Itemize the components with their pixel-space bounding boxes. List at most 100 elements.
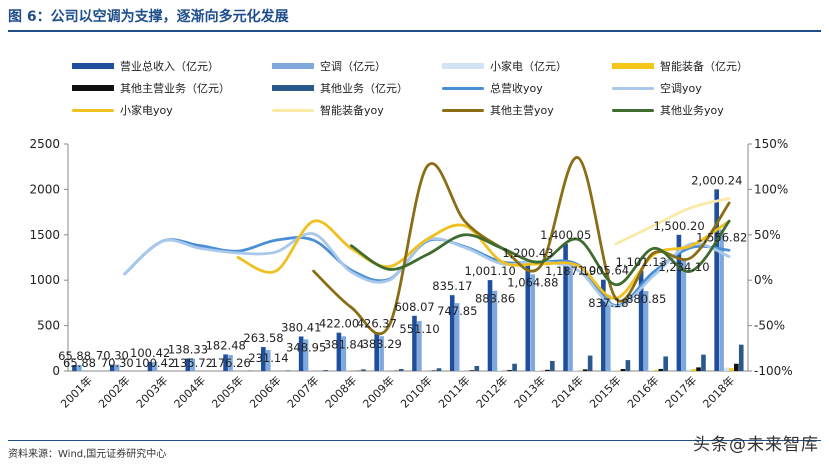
data-label-s0-1: 70.30 [96, 349, 129, 363]
legend-swatch-2 [442, 63, 484, 69]
bar-s2-13 [573, 370, 578, 371]
data-label-s1-5: 231.14 [248, 351, 288, 365]
x-tick-label-11: 2012年 [473, 373, 510, 410]
line-series-4 [312, 156, 731, 336]
bar-s4-13 [582, 369, 588, 371]
x-tick-label-17: 2018年 [700, 373, 737, 410]
x-tick-label-14: 2015年 [586, 373, 623, 410]
x-tick-label-15: 2016年 [624, 373, 661, 410]
data-label-s0-8: 426.37 [357, 316, 397, 330]
bar-s5-5 [285, 370, 291, 371]
bar-s0-9 [412, 315, 417, 371]
legend-swatch-6 [442, 86, 484, 90]
bar-s2-12 [535, 370, 540, 371]
data-label-s0-10: 835.17 [432, 279, 472, 293]
legend-item-4: 其他主营业务（亿元） [72, 80, 230, 96]
bar-s1-14 [605, 294, 611, 371]
data-label-s0-2: 100.42 [130, 346, 170, 360]
legend-label-0: 营业总收入（亿元） [120, 60, 219, 73]
bar-s0-11 [487, 280, 493, 371]
y-tick-label-right-3: 50% [754, 228, 781, 242]
bar-s1-3 [190, 358, 196, 371]
x-tick-label-5: 2006年 [246, 373, 283, 410]
y-tick-label-left-4: 2000 [29, 182, 60, 196]
bar-s5-10 [474, 366, 480, 371]
legend-item-11: 其他业务yoy [612, 102, 724, 118]
bar-s0-16 [676, 234, 682, 371]
data-label-s1-17: 1,556.82 [696, 231, 747, 245]
legend-swatch-0 [72, 63, 114, 69]
bar-s1-8 [379, 336, 384, 371]
bar-s1-0 [77, 365, 82, 371]
legend-label-4: 其他主营业务（亿元） [120, 82, 230, 95]
y-tick-label-right-4: 100% [754, 182, 788, 196]
bar-s1-1 [114, 364, 120, 371]
data-label-s1-2: 100.42 [135, 356, 175, 370]
bar-s4-9 [431, 370, 437, 371]
legend-label-11: 其他业务yoy [660, 104, 724, 117]
x-tick-label-13: 2014年 [549, 373, 586, 410]
bar-s2-15 [648, 370, 654, 371]
x-tick-label-0: 2001年 [58, 373, 95, 410]
title-rule [8, 30, 821, 32]
data-label-s0-7: 422.00 [319, 317, 359, 331]
data-label-s1-9: 551.10 [399, 322, 439, 336]
x-tick-label-7: 2008年 [322, 373, 359, 410]
legend-item-10: 其他主营yoy [442, 102, 554, 118]
bar-s3-15 [653, 370, 659, 371]
data-label-s1-11: 883.86 [475, 292, 515, 306]
bar-s4-16 [696, 367, 701, 371]
bar-s5-17 [738, 344, 744, 371]
y-tick-label-right-5: 150% [754, 137, 788, 151]
legend-label-10: 其他主营yoy [490, 104, 554, 117]
bar-s1-5 [265, 350, 271, 371]
bar-s4-12 [545, 369, 550, 371]
data-label-s0-15: 1,101.13 [616, 255, 667, 269]
bar-s5-7 [361, 369, 366, 371]
legend-label-2: 小家电（亿元） [490, 60, 567, 73]
bar-s0-13 [563, 243, 568, 371]
bar-s4-15 [658, 368, 664, 371]
y-tick-label-right-0: -100% [754, 364, 793, 378]
legend-item-6: 总营收yoy [442, 80, 543, 96]
data-label-s1-8: 383.29 [362, 337, 402, 351]
y-tick-label-right-2: 0% [754, 273, 773, 287]
bar-s1-13 [568, 263, 573, 371]
data-label-s0-5: 263.58 [243, 331, 283, 345]
watermark: 头条@未来智库 [693, 435, 819, 455]
bar-s0-12 [525, 262, 531, 371]
bar-s1-7 [341, 336, 347, 371]
data-label-s1-7: 381.84 [324, 337, 364, 351]
data-label-s1-4: 176.26 [211, 356, 251, 370]
bar-s1-12 [530, 274, 536, 371]
data-label-s0-9: 608.07 [394, 300, 434, 314]
y-tick-label-left-1: 500 [37, 319, 60, 333]
y-tick-label-left-5: 2500 [29, 137, 60, 151]
bar-s2-14 [610, 370, 616, 371]
legend-swatch-11 [612, 108, 654, 112]
legend-swatch-3 [612, 63, 654, 69]
legend-swatch-10 [442, 108, 484, 112]
legend-swatch-7 [612, 86, 654, 90]
bar-s0-2 [147, 361, 153, 371]
legend-item-3: 智能装备（亿元） [612, 58, 748, 74]
bar-s5-15 [663, 356, 668, 371]
bar-s1-15 [643, 291, 649, 371]
data-label-s1-16: 1,234.10 [658, 260, 709, 274]
legend-label-3: 智能装备（亿元） [660, 60, 748, 73]
bar-s5-14 [625, 360, 631, 371]
x-tick-label-10: 2011年 [435, 373, 472, 410]
bar-s3-16 [691, 369, 696, 371]
data-label-s0-17: 2,000.24 [691, 173, 742, 187]
legend-item-0: 营业总收入（亿元） [72, 58, 219, 74]
y-tick-label-left-0: 0 [52, 364, 60, 378]
bar-s0-5 [261, 347, 266, 371]
x-tick-label-12: 2013年 [511, 373, 548, 410]
data-label-s0-4: 182.48 [206, 338, 246, 352]
legend-swatch-8 [72, 108, 114, 112]
footer-rule [8, 440, 821, 441]
y-tick-label-left-3: 1500 [29, 228, 60, 242]
chart-legend: 营业总收入（亿元） 空调（亿元） 小家电（亿元） 智能装备（亿元） 其他主营业务（亿元）… [0, 58, 829, 128]
bar-s5-9 [436, 368, 442, 371]
